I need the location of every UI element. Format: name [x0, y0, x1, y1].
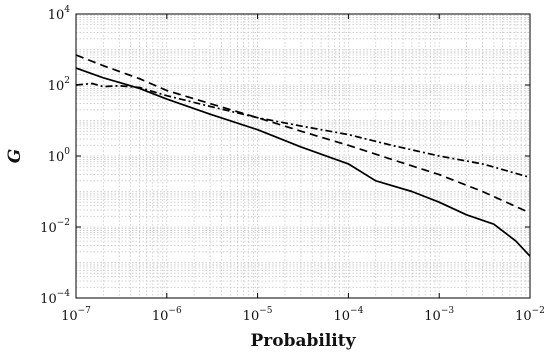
x-tick-label-exponent: −3 [441, 306, 455, 316]
x-tick-label-exponent: −4 [350, 306, 364, 316]
x-tick-label-base: 10 [243, 309, 260, 324]
x-tick-label-base: 10 [152, 309, 169, 324]
x-tick-label-exponent: −7 [78, 306, 92, 316]
y-tick-label: 104 [48, 5, 71, 23]
y-tick-label: 102 [48, 76, 70, 94]
x-tick-label-exponent: −5 [259, 306, 273, 316]
x-tick-label: 10−4 [333, 306, 363, 324]
x-tick-label-base: 10 [333, 309, 350, 324]
series-line-dashed [75, 54, 531, 214]
y-tick-label: 100 [48, 147, 71, 165]
y-tick-label-base: 10 [40, 221, 57, 236]
x-tick-label-exponent: −2 [532, 306, 545, 316]
grid [76, 14, 530, 298]
series-group [75, 54, 531, 257]
y-tick-label-exponent: 2 [64, 76, 70, 86]
y-tick-label: 10−2 [40, 218, 70, 236]
ticks [75, 13, 531, 299]
x-tick-label-exponent: −6 [168, 306, 182, 316]
y-tick-label-base: 10 [48, 79, 65, 94]
x-tick-labels: 10−7 10−6 10−5 10−4 10−3 10−2 [61, 306, 545, 324]
x-tick-label-base: 10 [424, 309, 441, 324]
y-tick-label-exponent: 0 [64, 147, 70, 157]
x-tick-label: 10−5 [243, 306, 273, 324]
y-tick-label-exponent: 4 [64, 5, 70, 15]
x-tick-label-base: 10 [515, 309, 532, 324]
x-tick-label: 10−3 [424, 306, 454, 324]
series-line-solid [75, 67, 531, 257]
series-line-dashdot [75, 82, 531, 179]
x-tick-label-base: 10 [61, 309, 78, 324]
y-tick-label-base: 10 [48, 150, 65, 165]
y-tick-label-exponent: −4 [57, 289, 71, 299]
x-tick-label: 10−2 [515, 306, 545, 324]
x-tick-label: 10−6 [152, 306, 182, 324]
x-axis-label: Probability [251, 331, 357, 351]
x-tick-label: 10−7 [61, 306, 91, 324]
y-tick-label-base: 10 [40, 292, 57, 307]
y-tick-label-base: 10 [48, 8, 65, 23]
y-axis-label: G [5, 149, 25, 164]
y-tick-label: 10−4 [40, 289, 70, 307]
y-tick-label-exponent: −2 [57, 218, 70, 228]
